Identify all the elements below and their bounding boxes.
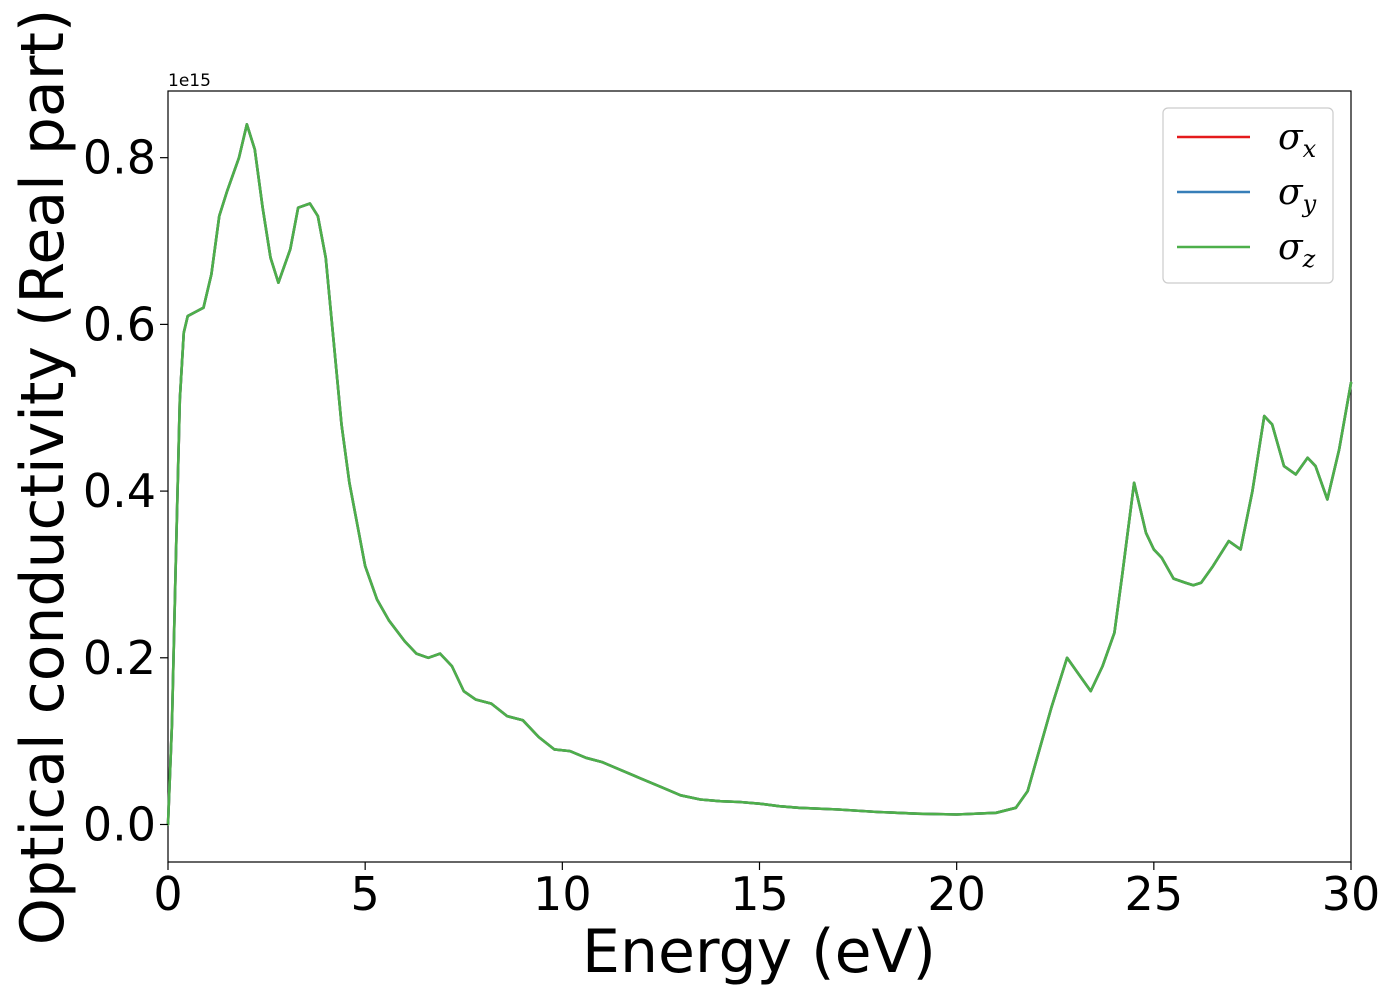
y-tick-label: 0.0 (83, 797, 156, 851)
y-axis-label: Optical conductivity (Real part) (8, 9, 78, 946)
x-tick-label: 30 (1322, 867, 1381, 921)
x-tick-label: 0 (153, 867, 182, 921)
x-axis-ticks: 0 5 10 15 20 25 30 (153, 862, 1380, 921)
legend-box (1162, 107, 1334, 284)
x-tick-label: 10 (533, 867, 592, 921)
y-axis-ticks: 0.0 0.2 0.4 0.6 0.8 (83, 131, 168, 851)
y-tick-label: 0.6 (83, 297, 156, 351)
x-tick-label: 20 (927, 867, 986, 921)
x-tick-label: 25 (1125, 867, 1184, 921)
x-tick-label: 15 (730, 867, 789, 921)
legend: σx σy σz (1162, 107, 1334, 284)
y-offset-text: 1e15 (168, 71, 211, 91)
x-axis-label: Energy (eV) (582, 917, 936, 987)
y-tick-label: 0.8 (83, 131, 156, 185)
y-tick-label: 0.2 (83, 631, 156, 685)
y-tick-label: 0.4 (83, 464, 156, 518)
legend-label-z: σz (1278, 227, 1316, 273)
series-lines (166, 123, 1353, 826)
x-tick-label: 5 (351, 867, 380, 921)
legend-label-y: σy (1278, 172, 1317, 218)
legend-label-x: σx (1278, 117, 1317, 163)
series-line-z (166, 123, 1353, 826)
